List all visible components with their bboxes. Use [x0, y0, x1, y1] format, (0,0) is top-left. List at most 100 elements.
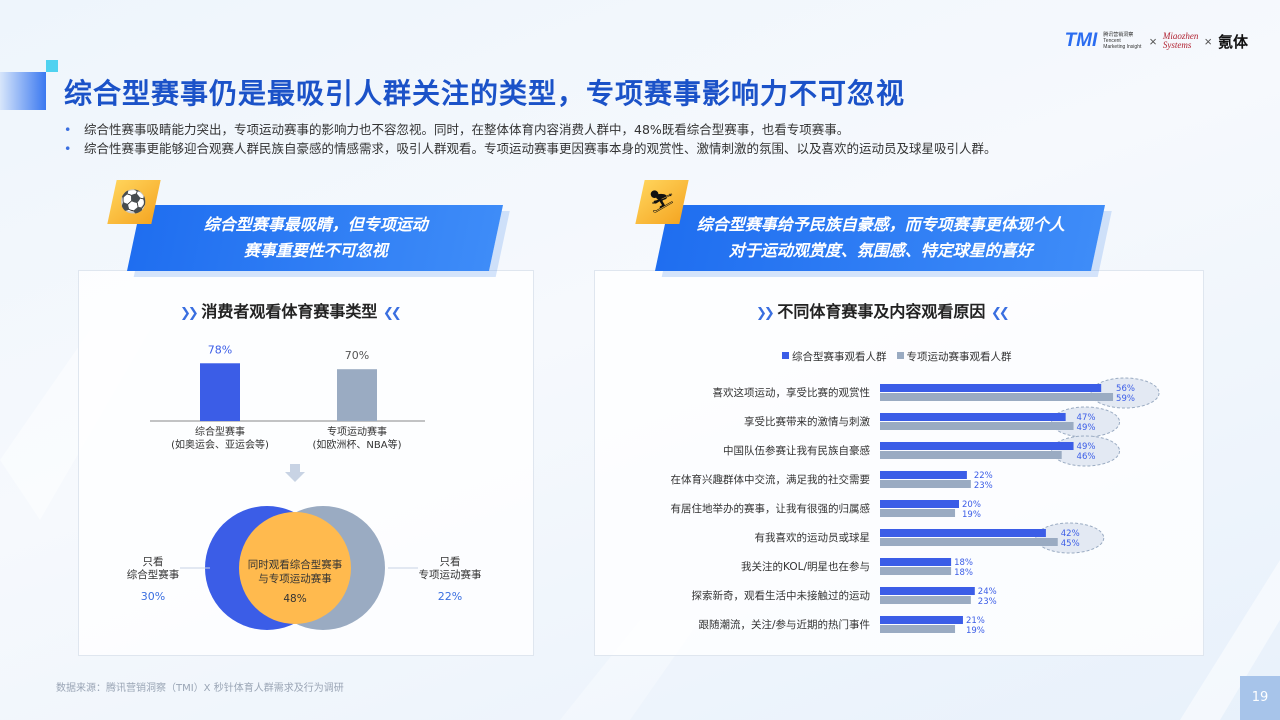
right-banner-line2: 对于运动观赏度、氛围感、特定球星的喜好 — [728, 241, 1033, 260]
bar — [337, 369, 377, 421]
bar-series-2 — [880, 509, 956, 517]
value-label-series-1: 47% — [1077, 413, 1096, 423]
value-label-series-2: 19% — [962, 510, 981, 520]
category-label: 综合型赛事 — [195, 425, 245, 438]
category-label: 我关注的KOL/明星也在参与 — [741, 560, 870, 573]
miaozhen-logo-line1: Miaozhen — [1162, 31, 1199, 41]
venn-only-comprehensive-label: 只看 综合型赛事 30% — [113, 556, 193, 603]
value-label-series-1: 24% — [978, 587, 997, 597]
legend-item: 综合型赛事观看人群 — [782, 349, 887, 364]
category-label: 在体育兴趣群体中交流，满足我的社交需要 — [671, 473, 871, 486]
left-banner: 综合型赛事最吸睛，但专项运动 赛事重要性不可忽视 — [126, 205, 504, 271]
chevron-right-icon: ❯❯ — [180, 306, 199, 321]
value-label-series-2: 49% — [1077, 423, 1096, 433]
bar-series-2 — [880, 538, 1058, 546]
category-label: 跟随潮流，关注/参与近期的热门事件 — [698, 618, 870, 631]
value-label-series-2: 45% — [1061, 539, 1080, 549]
legend-label: 专项运动赛事观看人群 — [906, 351, 1012, 363]
legend-label: 综合型赛事观看人群 — [792, 351, 887, 363]
bar-series-2 — [880, 625, 956, 633]
value-label-series-2: 23% — [978, 597, 997, 607]
category-label: 专项运动赛事 — [327, 425, 387, 438]
bar-series-1 — [880, 558, 952, 566]
chart-legend: 综合型赛事观看人群 专项运动赛事观看人群 — [782, 349, 1012, 364]
venn-only-a-line1: 只看 — [142, 556, 164, 568]
right-banner: 综合型赛事给予民族自豪感，而专项赛事更体现个人 对于运动观赏度、氛围感、特定球星… — [654, 205, 1106, 271]
value-label-series-2: 59% — [1116, 394, 1135, 404]
tmi-logo-subtitle: 腾讯营销洞察 Tencent Marketing Insight — [1103, 32, 1142, 50]
watch-reason-bar-chart: 喜欢这项运动，享受比赛的观赏性 56%59%享受比赛带来的激情与刺激 47%49%中… — [671, 377, 1160, 636]
data-source: 数据来源：腾讯营销洞察（TMI）X 秒针体育人群需求及行为调研 — [56, 683, 344, 694]
venn-only-a-pct: 30% — [140, 590, 166, 603]
tmi-logo: TMI — [1064, 30, 1098, 51]
venn-overlap-fill — [239, 512, 351, 624]
watch-type-bar-chart: 78% 综合型赛事(如奥运会、亚运会等) 70% 专项运动赛事(如欧洲杯、NBA等) — [150, 343, 425, 451]
title-decoration-square — [46, 60, 58, 72]
category-sublabel: (如欧洲杯、NBA等) — [313, 438, 402, 451]
times-sign: × — [1149, 33, 1157, 49]
value-label-series-1: 18% — [954, 558, 973, 568]
bar-series-1 — [880, 471, 967, 479]
bar-series-1 — [880, 442, 1074, 450]
bullet-list: 综合性赛事吸睛能力突出，专项运动赛事的影响力也不容忽视。同时，在整体体育内容消费… — [64, 120, 997, 158]
legend-swatch — [896, 352, 904, 359]
venn-center-line1: 同时观看综合型赛事 — [247, 559, 343, 571]
page-title: 综合型赛事仍是最吸引人群关注的类型，专项赛事影响力不可忽视 — [64, 77, 906, 110]
bar-series-1 — [880, 500, 959, 508]
value-label-series-2: 18% — [954, 568, 973, 578]
right-chart-title: ❯❯ 不同体育赛事及内容观看原因 ❮❮ — [756, 298, 1010, 322]
soccer-ball-icon: ⚽ — [107, 180, 161, 224]
value-label-series-2: 23% — [974, 481, 993, 491]
left-banner-line1: 综合型赛事最吸睛，但专项运动 — [203, 215, 428, 234]
arrow-down-icon — [285, 464, 305, 482]
bar-series-2 — [880, 596, 971, 604]
venn-only-b-line2: 专项运动赛事 — [418, 569, 482, 581]
skier-icon: ⛷ — [635, 180, 689, 224]
bar-series-1 — [880, 587, 975, 595]
value-label-series-2: 46% — [1077, 452, 1096, 462]
bar — [200, 363, 240, 421]
bar-series-1 — [880, 529, 1046, 537]
right-banner-line1: 综合型赛事给予民族自豪感，而专项赛事更体现个人 — [696, 215, 1065, 234]
chevron-left-icon: ❮❮ — [990, 306, 1010, 321]
bar-series-1 — [880, 413, 1066, 421]
page-number: 19 — [1240, 676, 1280, 720]
bar-series-2 — [880, 393, 1114, 401]
bar-value-label: 78% — [208, 343, 232, 356]
venn-center-pct: 48% — [283, 593, 307, 605]
venn-only-b-line1: 只看 — [439, 556, 461, 568]
bar-series-2 — [880, 480, 971, 488]
bar-series-2 — [880, 422, 1074, 430]
value-label-series-1: 42% — [1061, 529, 1080, 539]
category-label: 探索新奇，观看生活中未接触过的运动 — [692, 589, 871, 602]
bar-series-1 — [880, 384, 1102, 392]
venn-only-specialized-label: 只看 专项运动赛事 22% — [410, 556, 490, 603]
value-label-series-2: 19% — [966, 626, 985, 636]
right-chart-title-text: 不同体育赛事及内容观看原因 — [777, 302, 986, 321]
chevron-right-icon: ❯❯ — [756, 306, 775, 321]
kt-logo: 氪体 — [1217, 33, 1248, 51]
value-label-series-1: 22% — [974, 471, 993, 481]
venn-diagram — [205, 506, 385, 630]
category-label: 有我喜欢的运动员或球星 — [755, 531, 871, 544]
left-chart-title-text: 消费者观看体育赛事类型 — [201, 302, 378, 321]
bar-value-label: 70% — [345, 349, 369, 362]
title-decoration — [0, 72, 46, 110]
venn-center-line2: 与专项运动赛事 — [258, 573, 332, 585]
partner-logos: TMI 腾讯营销洞察 Tencent Marketing Insight × M… — [1065, 30, 1248, 52]
bar-series-2 — [880, 567, 952, 575]
value-label-series-1: 56% — [1116, 384, 1135, 394]
venn-leader-lines — [180, 567, 418, 569]
value-label-series-1: 49% — [1077, 442, 1096, 452]
left-chart-title: ❯❯ 消费者观看体育赛事类型 ❮❮ — [180, 298, 402, 322]
venn-only-a-line2: 综合型赛事 — [126, 569, 180, 581]
venn-only-b-pct: 22% — [437, 590, 463, 603]
legend-swatch — [782, 352, 789, 359]
miaozhen-logo-line2: Systems — [1162, 40, 1192, 50]
category-label: 有居住地举办的赛事，让我有很强的归属感 — [671, 502, 871, 515]
category-label: 享受比赛带来的激情与刺激 — [744, 415, 870, 428]
bar-series-2 — [880, 451, 1062, 459]
times-sign-2: × — [1204, 33, 1212, 49]
left-banner-line2: 赛事重要性不可忽视 — [243, 241, 388, 260]
bullet-item: 综合性赛事吸睛能力突出，专项运动赛事的影响力也不容忽视。同时，在整体体育内容消费… — [64, 120, 997, 139]
